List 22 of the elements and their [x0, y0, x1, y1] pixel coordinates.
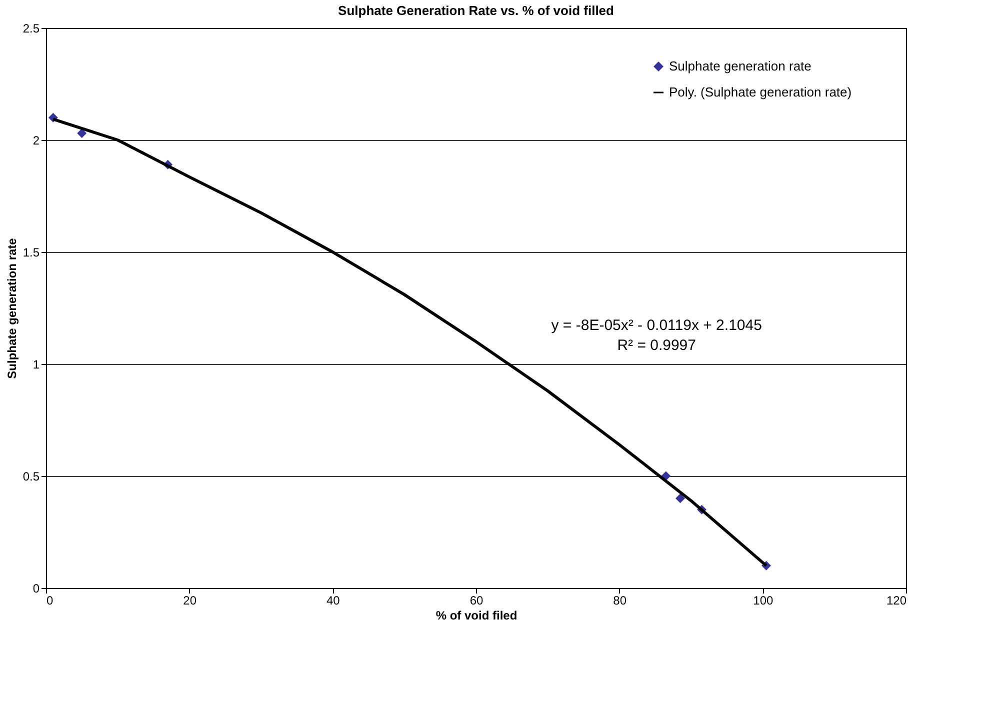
x-tick-label: 20	[183, 594, 197, 608]
y-tick-label: 0	[32, 582, 40, 596]
x-tick-label: 100	[753, 594, 774, 608]
annotation: y = -8E-05x² - 0.0119x + 2.1045	[551, 316, 762, 334]
point	[676, 494, 685, 504]
y-axis-title: Sulphate generation rate	[4, 238, 19, 379]
x-tick-label: 40	[326, 594, 340, 608]
annotation: R² = 0.9997	[617, 336, 696, 354]
x-tick-label: 80	[613, 594, 627, 608]
legend-label: Sulphate generation rate	[669, 58, 812, 74]
x-tick-label: 120	[886, 594, 907, 608]
y-tick-label: 2	[32, 134, 40, 148]
chart-title: Sulphate Generation Rate vs. % of void filled	[338, 3, 614, 18]
y-tick-label: 1.5	[22, 246, 40, 260]
y-tick-label: 2.5	[22, 22, 40, 36]
y-tick-label: 1	[32, 358, 40, 372]
x-tick-label: 60	[470, 594, 484, 608]
x-axis-title: % of void filed	[436, 608, 518, 622]
y-tick-label: 0.5	[22, 470, 40, 484]
point	[77, 128, 87, 138]
x-tick-label: 0	[46, 594, 54, 608]
legend-label: Poly. (Sulphate generation rate)	[669, 84, 852, 100]
